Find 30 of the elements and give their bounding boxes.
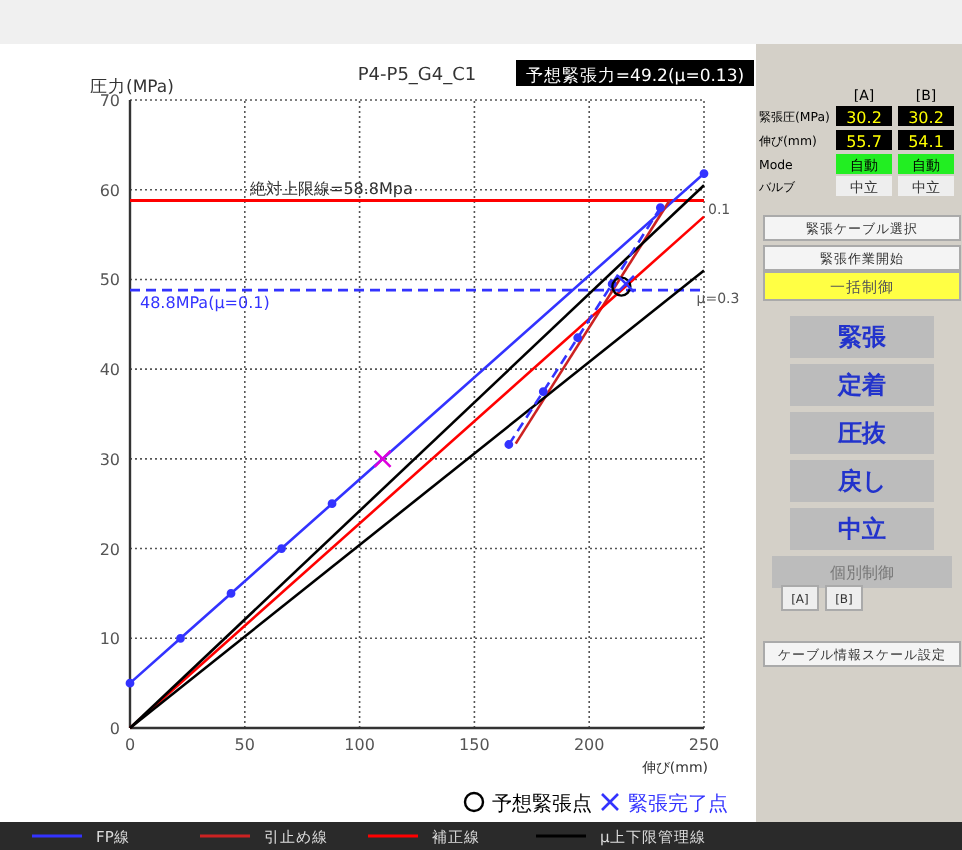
y-tick-label: 0 <box>109 720 120 738</box>
text: 55.7 <box>846 133 882 151</box>
text: 中立 <box>838 515 886 543</box>
chart-subtitle: 予想緊張力=49.2(μ=0.13) <box>525 65 745 87</box>
legend-label: 緊張完了点 <box>628 792 728 816</box>
y-tick-label: 10 <box>99 630 120 649</box>
y-tick-label: 50 <box>99 271 120 290</box>
y-tick-label: 20 <box>99 540 120 559</box>
text: 個別制御 <box>830 564 894 582</box>
x-tick-label: 0 <box>124 736 136 754</box>
text: 定着 <box>836 371 886 399</box>
y-tick-label: 70 <box>99 92 120 110</box>
y-tick-label: 40 <box>99 361 120 380</box>
text: 30.2 <box>908 109 944 127</box>
text: 緊張 <box>838 323 888 351</box>
legend-label: 予想緊張点 <box>492 792 592 816</box>
x-tick-label: 250 <box>688 736 720 754</box>
ref-line-label: 48.8MPa(μ=0.1) <box>140 294 270 313</box>
y-tick-label: 30 <box>99 450 120 469</box>
x-tick-label: 150 <box>459 736 490 754</box>
x-tick-label: 50 <box>234 736 255 754</box>
text: 圧抜 <box>836 419 888 447</box>
ref-line-label: 絶対上限線=58.8Mpa <box>248 180 413 199</box>
y-tick-label: 60 <box>99 181 120 200</box>
chart-title: P4-P5_G4_C1 <box>357 66 477 86</box>
text: 54.1 <box>908 133 944 151</box>
text: 30.2 <box>846 109 882 127</box>
x-tick-label: 100 <box>344 736 375 754</box>
x-tick-label: 200 <box>573 736 605 754</box>
text: 戻し <box>836 467 886 495</box>
